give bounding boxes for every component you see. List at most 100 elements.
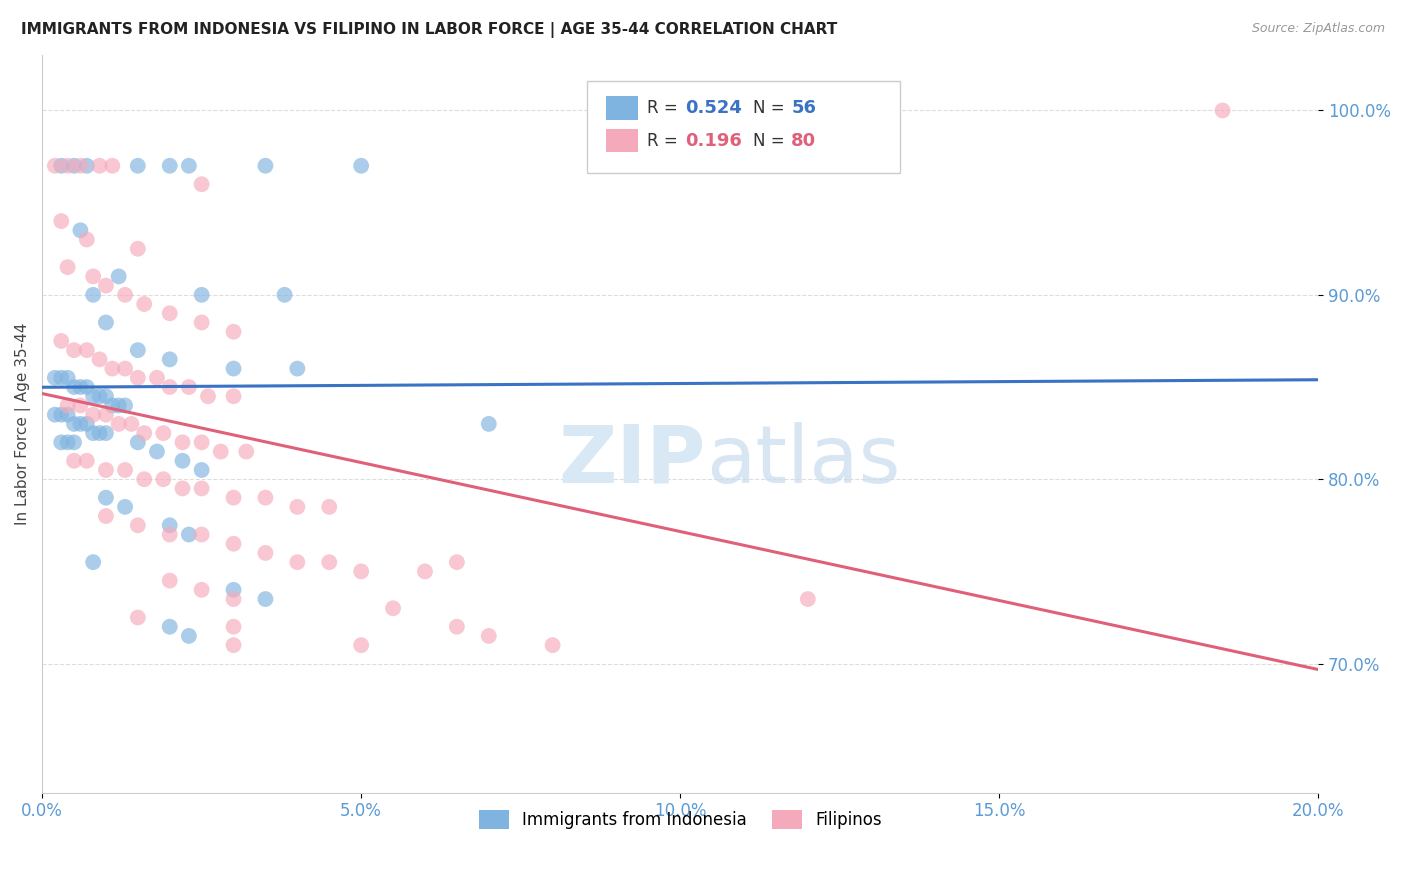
- Point: [190, 316, 212, 330]
- Point: [44, 371, 66, 385]
- Point: [51, 371, 73, 385]
- Point: [235, 444, 257, 458]
- Point: [114, 361, 136, 376]
- Point: [120, 417, 142, 431]
- Text: 0.524: 0.524: [685, 99, 742, 117]
- Point: [76, 417, 98, 431]
- Point: [172, 454, 194, 468]
- Point: [76, 454, 98, 468]
- Point: [82, 288, 104, 302]
- Point: [159, 380, 181, 394]
- Point: [127, 371, 149, 385]
- Point: [350, 159, 373, 173]
- Point: [222, 491, 245, 505]
- Text: IMMIGRANTS FROM INDONESIA VS FILIPINO IN LABOR FORCE | AGE 35-44 CORRELATION CHA: IMMIGRANTS FROM INDONESIA VS FILIPINO IN…: [21, 22, 838, 38]
- Point: [190, 288, 212, 302]
- Point: [82, 408, 104, 422]
- Point: [159, 306, 181, 320]
- Point: [56, 371, 79, 385]
- Text: N =: N =: [754, 132, 790, 150]
- Point: [89, 159, 111, 173]
- Point: [63, 435, 86, 450]
- Point: [94, 278, 117, 293]
- Point: [159, 518, 181, 533]
- Point: [446, 555, 468, 569]
- Point: [107, 399, 129, 413]
- Point: [69, 417, 91, 431]
- Text: 56: 56: [792, 99, 817, 117]
- Point: [190, 482, 212, 496]
- Point: [114, 399, 136, 413]
- Point: [152, 472, 174, 486]
- Text: Source: ZipAtlas.com: Source: ZipAtlas.com: [1251, 22, 1385, 36]
- Point: [63, 159, 86, 173]
- Point: [56, 399, 79, 413]
- Point: [190, 582, 212, 597]
- Point: [56, 408, 79, 422]
- Point: [254, 491, 277, 505]
- Point: [159, 574, 181, 588]
- Point: [478, 629, 501, 643]
- Point: [318, 500, 340, 514]
- Point: [190, 527, 212, 541]
- Point: [159, 159, 181, 173]
- Point: [350, 638, 373, 652]
- Point: [63, 454, 86, 468]
- Point: [134, 297, 156, 311]
- Point: [159, 352, 181, 367]
- Text: R =: R =: [647, 99, 683, 117]
- Point: [197, 389, 219, 403]
- FancyBboxPatch shape: [606, 96, 638, 120]
- Point: [127, 610, 149, 624]
- Point: [94, 408, 117, 422]
- Point: [44, 159, 66, 173]
- Point: [273, 288, 295, 302]
- Point: [382, 601, 405, 615]
- Point: [56, 159, 79, 173]
- Point: [94, 509, 117, 524]
- Point: [76, 233, 98, 247]
- FancyBboxPatch shape: [606, 128, 638, 153]
- Point: [76, 380, 98, 394]
- Point: [114, 500, 136, 514]
- Text: R =: R =: [647, 132, 683, 150]
- Point: [56, 260, 79, 275]
- Point: [350, 565, 373, 579]
- Point: [152, 426, 174, 441]
- Point: [94, 491, 117, 505]
- Point: [89, 352, 111, 367]
- Point: [127, 159, 149, 173]
- Point: [127, 518, 149, 533]
- Point: [63, 417, 86, 431]
- Point: [127, 343, 149, 358]
- Point: [177, 527, 200, 541]
- Point: [51, 435, 73, 450]
- Point: [63, 380, 86, 394]
- Point: [82, 426, 104, 441]
- Y-axis label: In Labor Force | Age 35-44: In Labor Force | Age 35-44: [15, 323, 31, 525]
- Text: N =: N =: [754, 99, 790, 117]
- Point: [114, 288, 136, 302]
- Point: [318, 555, 340, 569]
- Point: [209, 444, 232, 458]
- Point: [159, 527, 181, 541]
- Point: [114, 463, 136, 477]
- Text: 80: 80: [792, 132, 817, 150]
- Point: [82, 269, 104, 284]
- Point: [69, 380, 91, 394]
- Point: [172, 435, 194, 450]
- Point: [285, 555, 308, 569]
- Point: [1212, 103, 1234, 118]
- Point: [285, 361, 308, 376]
- Point: [94, 426, 117, 441]
- Point: [89, 426, 111, 441]
- Point: [51, 159, 73, 173]
- Point: [69, 159, 91, 173]
- Point: [69, 399, 91, 413]
- Point: [222, 389, 245, 403]
- Point: [222, 325, 245, 339]
- Text: atlas: atlas: [706, 422, 900, 500]
- Point: [146, 444, 169, 458]
- Point: [190, 435, 212, 450]
- Point: [254, 159, 277, 173]
